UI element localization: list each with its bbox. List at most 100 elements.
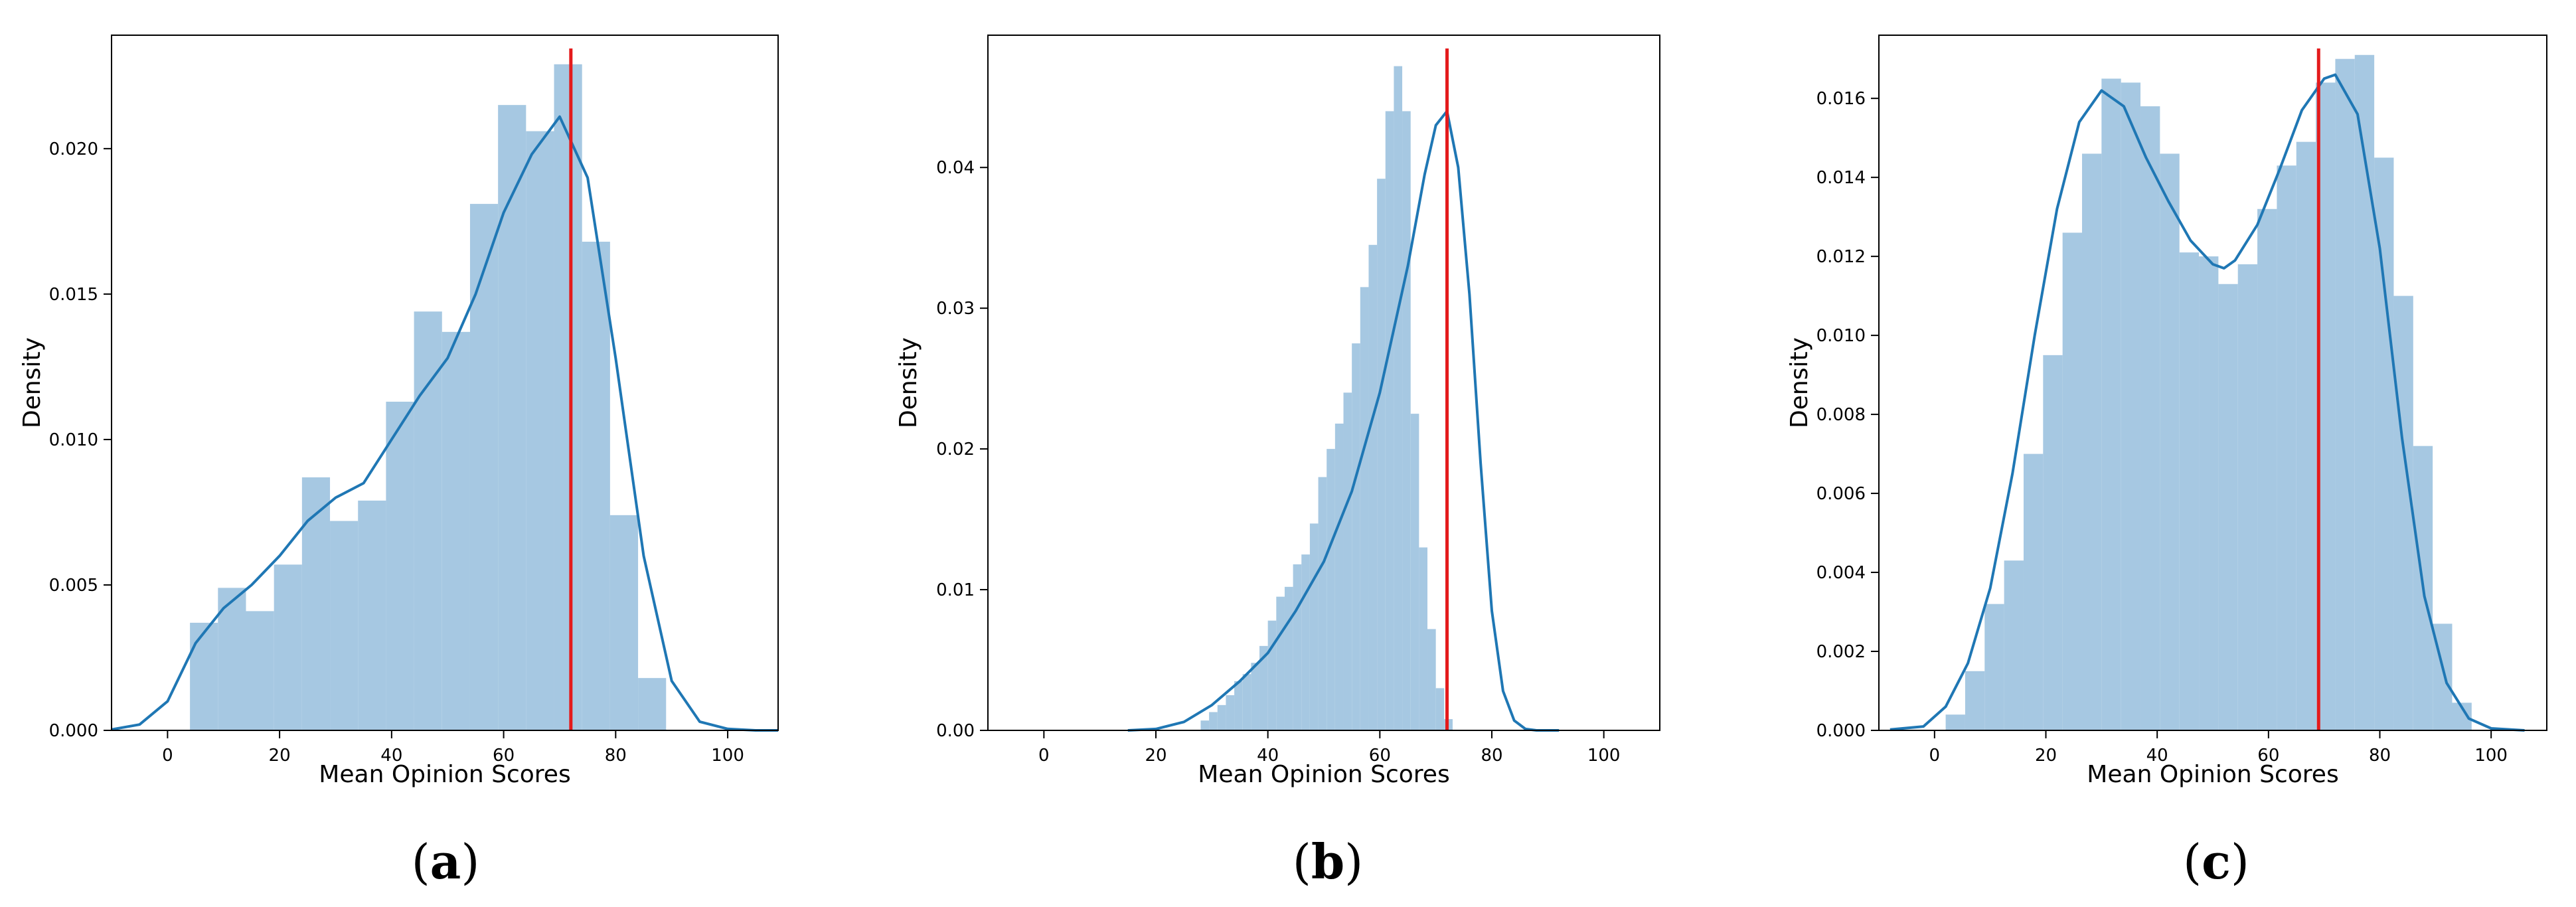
histogram-bar: [190, 622, 218, 730]
x-axis-label: Mean Opinion Scores: [319, 761, 570, 788]
axes-frame: [1878, 35, 2547, 731]
histogram-bar: [2140, 106, 2160, 731]
histogram-bar: [2004, 560, 2024, 730]
histogram-bar: [1293, 564, 1302, 730]
chart-panel-c: 0 20 40 60 80 100 0.000 0.002 0.004 0.006 0.008 0.0…: [1786, 35, 2547, 788]
histogram-bar: [1394, 66, 1403, 730]
histogram-bar: [330, 521, 359, 730]
x-tick-label: 100: [1587, 746, 1621, 766]
y-tick-label: 0.008: [1816, 405, 1866, 425]
panel-caption-c: (c): [2182, 833, 2250, 890]
histogram-bar: [1276, 596, 1285, 730]
histogram-bar: [2043, 355, 2063, 730]
y-tick-label: 0.04: [936, 158, 975, 178]
x-axis-label: Mean Opinion Scores: [1198, 761, 1449, 788]
histogram-bar: [2062, 232, 2082, 730]
y-tick-label: 0.006: [1816, 484, 1866, 504]
y-tick-label: 0.016: [1816, 89, 1866, 109]
histogram-bar: [2218, 284, 2238, 730]
x-tick-label: 80: [605, 746, 627, 766]
histogram-bar: [2296, 141, 2316, 730]
histogram-bar: [526, 131, 554, 731]
x-tick-label: 60: [493, 746, 515, 766]
histogram-bar: [554, 64, 582, 730]
y-axis-label: Density: [19, 337, 46, 428]
histogram-bar: [1343, 392, 1352, 730]
kde-curve: [1890, 73, 2525, 732]
y-tick-label: 0.005: [49, 576, 98, 596]
y-axis-label: Density: [895, 337, 922, 428]
histogram-bar: [2257, 208, 2277, 730]
x-tick-label: 20: [2035, 746, 2057, 766]
histogram-bar: [301, 477, 331, 730]
x-tick-label: 40: [380, 746, 402, 766]
histogram-bar: [2023, 454, 2044, 730]
y-tick-label: 0.00: [936, 721, 975, 741]
histogram-bar: [1984, 604, 2004, 730]
histogram-bar: [1368, 244, 1378, 730]
y-tick-label: 0.014: [1816, 168, 1866, 188]
histogram-bar: [1427, 629, 1436, 730]
x-tick-label: 60: [2257, 746, 2279, 766]
axes-frame: [987, 35, 1660, 731]
x-tick-label: 40: [1257, 746, 1279, 766]
y-tick-label: 0.012: [1816, 247, 1866, 267]
histogram-bar: [1965, 671, 1985, 730]
histogram-bar: [358, 500, 386, 730]
histogram-bar: [2081, 153, 2102, 730]
histogram-bar: [2160, 153, 2180, 730]
x-tick-label: 0: [162, 746, 173, 766]
y-tick-label: 0.010: [1816, 326, 1866, 346]
histogram-bar: [2374, 157, 2394, 730]
histogram-bar: [1200, 720, 1210, 730]
histogram-bar: [1377, 179, 1386, 730]
histogram-bar: [609, 515, 639, 730]
histogram-bar: [2237, 264, 2258, 731]
histogram-bar: [1209, 712, 1218, 730]
histogram-bar: [442, 331, 470, 731]
histogram-bar: [246, 611, 274, 730]
histogram-bar: [2335, 58, 2355, 731]
histogram-bar: [1402, 111, 1411, 730]
histogram-bar: [1234, 681, 1243, 730]
histogram-bar: [218, 588, 246, 730]
y-tick-label: 0.000: [1816, 721, 1866, 741]
histogram-bar: [1309, 523, 1319, 730]
axes-frame: [111, 35, 779, 731]
histogram-bar: [2179, 252, 2200, 730]
histogram-bar: [2121, 82, 2141, 731]
x-tick-label: 100: [2474, 746, 2508, 766]
y-tick-label: 0.010: [49, 430, 98, 450]
histogram-bar: [582, 242, 610, 731]
histogram-bar: [1284, 586, 1293, 730]
x-tick-label: 60: [1369, 746, 1391, 766]
histogram-bar: [414, 311, 442, 731]
histogram-bar: [2277, 165, 2296, 730]
histogram-bar: [386, 401, 414, 730]
histogram-bar: [2393, 295, 2413, 730]
histogram-bar: [1226, 695, 1235, 730]
histogram-bar: [2354, 54, 2375, 730]
histogram-bar: [1301, 554, 1310, 730]
histogram-bar: [1435, 688, 1445, 730]
x-tick-label: 100: [711, 746, 744, 766]
histogram-bar: [1410, 414, 1419, 730]
histogram-bar: [469, 204, 499, 730]
x-tick-label: 0: [1038, 746, 1050, 766]
y-tick-label: 0.01: [936, 580, 975, 600]
y-tick-label: 0.03: [936, 299, 975, 319]
histogram-bar: [1385, 111, 1394, 730]
histogram-bar: [1251, 663, 1260, 730]
histogram-bar: [1318, 477, 1327, 730]
x-tick-label: 20: [1145, 746, 1167, 766]
chart-panel-b: 0 20 40 60 80 100 0.00 0.01 0.02 0.03 0.04 Mean Opi…: [895, 35, 1660, 788]
y-tick-label: 0.000: [49, 721, 98, 741]
histogram-bar: [274, 564, 302, 730]
histogram-bar: [1334, 423, 1344, 730]
kde-curve: [111, 115, 778, 732]
y-tick-label: 0.015: [49, 285, 98, 305]
histogram-bar: [1352, 343, 1360, 730]
histogram-bar: [1419, 547, 1428, 730]
x-tick-label: 0: [1929, 746, 1941, 766]
